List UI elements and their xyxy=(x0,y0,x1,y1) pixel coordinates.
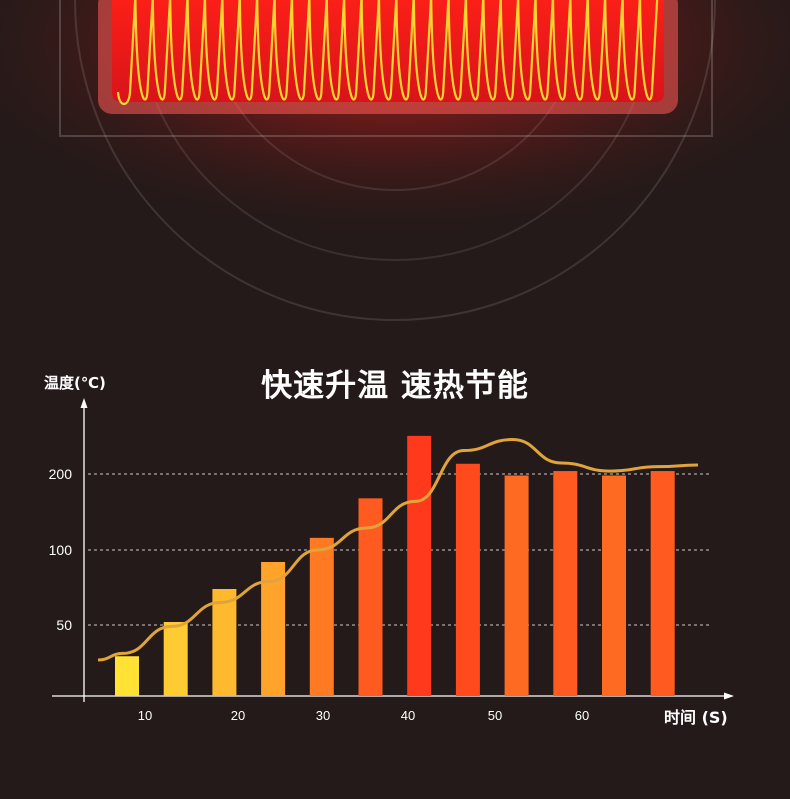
bar xyxy=(115,656,139,696)
temperature-curve xyxy=(97,438,699,662)
bar xyxy=(407,435,432,696)
x-tick-label: 50 xyxy=(488,708,502,723)
heater-illustration xyxy=(0,0,790,340)
bar xyxy=(602,475,626,696)
bar xyxy=(358,498,383,696)
x-tick-label: 40 xyxy=(401,708,415,723)
x-tick-label: 20 xyxy=(231,708,245,723)
y-axis-arrow xyxy=(80,398,88,408)
bar xyxy=(212,589,237,696)
x-axis-arrow xyxy=(724,692,734,700)
bar xyxy=(504,475,529,696)
chart-title: 快速升温 速热节能 xyxy=(261,368,529,404)
bar xyxy=(261,562,286,696)
chart: 50 100 200 10 20 30 40 50 60 xyxy=(49,398,734,723)
bar xyxy=(309,537,334,696)
y-axis-label: 温度(℃) xyxy=(44,374,106,392)
y-tick-label: 100 xyxy=(49,542,73,558)
bar xyxy=(650,471,675,696)
bar xyxy=(163,622,188,696)
x-tick-label: 30 xyxy=(316,708,330,723)
y-tick-label: 50 xyxy=(56,617,72,633)
y-tick-label: 200 xyxy=(49,466,73,482)
bar xyxy=(455,463,480,696)
x-tick-label: 10 xyxy=(138,708,152,723)
bar xyxy=(553,471,578,696)
heating-coil xyxy=(116,0,659,106)
x-axis-label: 时间 (S) xyxy=(664,708,728,727)
x-tick-label: 60 xyxy=(575,708,589,723)
